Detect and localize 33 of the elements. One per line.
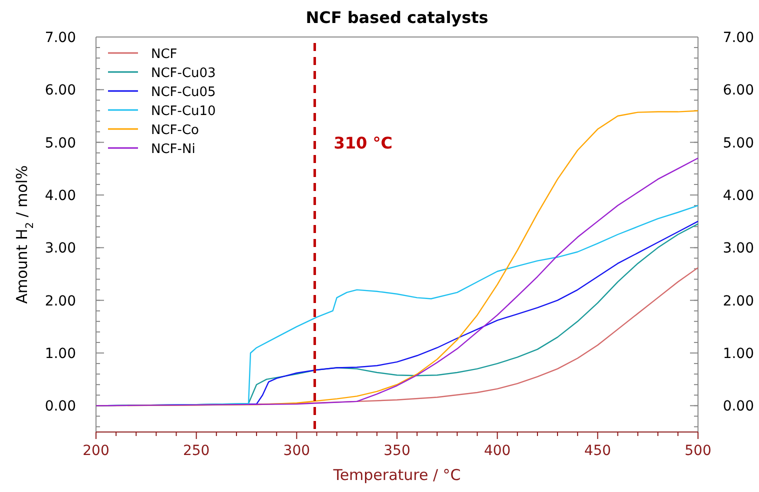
x-axis-title: Temperature / °C [332, 466, 461, 484]
x-tick-label: 500 [684, 443, 712, 459]
y-tick-label: 6.00 [44, 82, 76, 99]
x-tick-label: 300 [283, 443, 310, 459]
ref-line-label: 310 °C [334, 133, 392, 152]
x-tick-label: 450 [584, 443, 612, 459]
y2-tick-label: 2.00 [722, 293, 754, 310]
x-tick-label: 200 [82, 443, 110, 459]
legend-label: NCF-Cu05 [151, 85, 216, 100]
y2-tick-label: 0.00 [722, 398, 754, 415]
y-tick-label: 1.00 [44, 346, 76, 362]
y2-tick-label: 6.00 [722, 82, 754, 99]
x-tick-label: 400 [484, 443, 511, 459]
line-series [95, 158, 699, 406]
y-tick-label: 7.00 [44, 30, 76, 46]
y-tick-label: 0.00 [44, 398, 76, 415]
y-tick-label: 5.00 [44, 135, 76, 152]
y2-tick-label: 5.00 [722, 135, 754, 152]
legend-label: NCF-Cu03 [151, 66, 216, 81]
y-tick-label: 2.00 [44, 293, 76, 310]
x-tick-label: 350 [384, 443, 410, 459]
y2-tick-label: 7.00 [722, 30, 754, 46]
chart-title: NCF based catalysts [306, 8, 488, 27]
y-tick-label: 3.00 [44, 240, 76, 257]
legend-label: NCF [151, 47, 178, 62]
legend-label: NCF-Cu10 [151, 104, 216, 119]
legend-label: NCF-Ni [151, 142, 196, 157]
x-tick-label: 250 [182, 443, 210, 459]
y2-tick-label: 1.00 [722, 346, 754, 362]
y2-tick-label: 4.00 [722, 188, 754, 204]
legend-label: NCF-Co [151, 123, 200, 138]
y2-tick-label: 3.00 [722, 240, 754, 257]
y-tick-label: 4.00 [44, 188, 76, 204]
